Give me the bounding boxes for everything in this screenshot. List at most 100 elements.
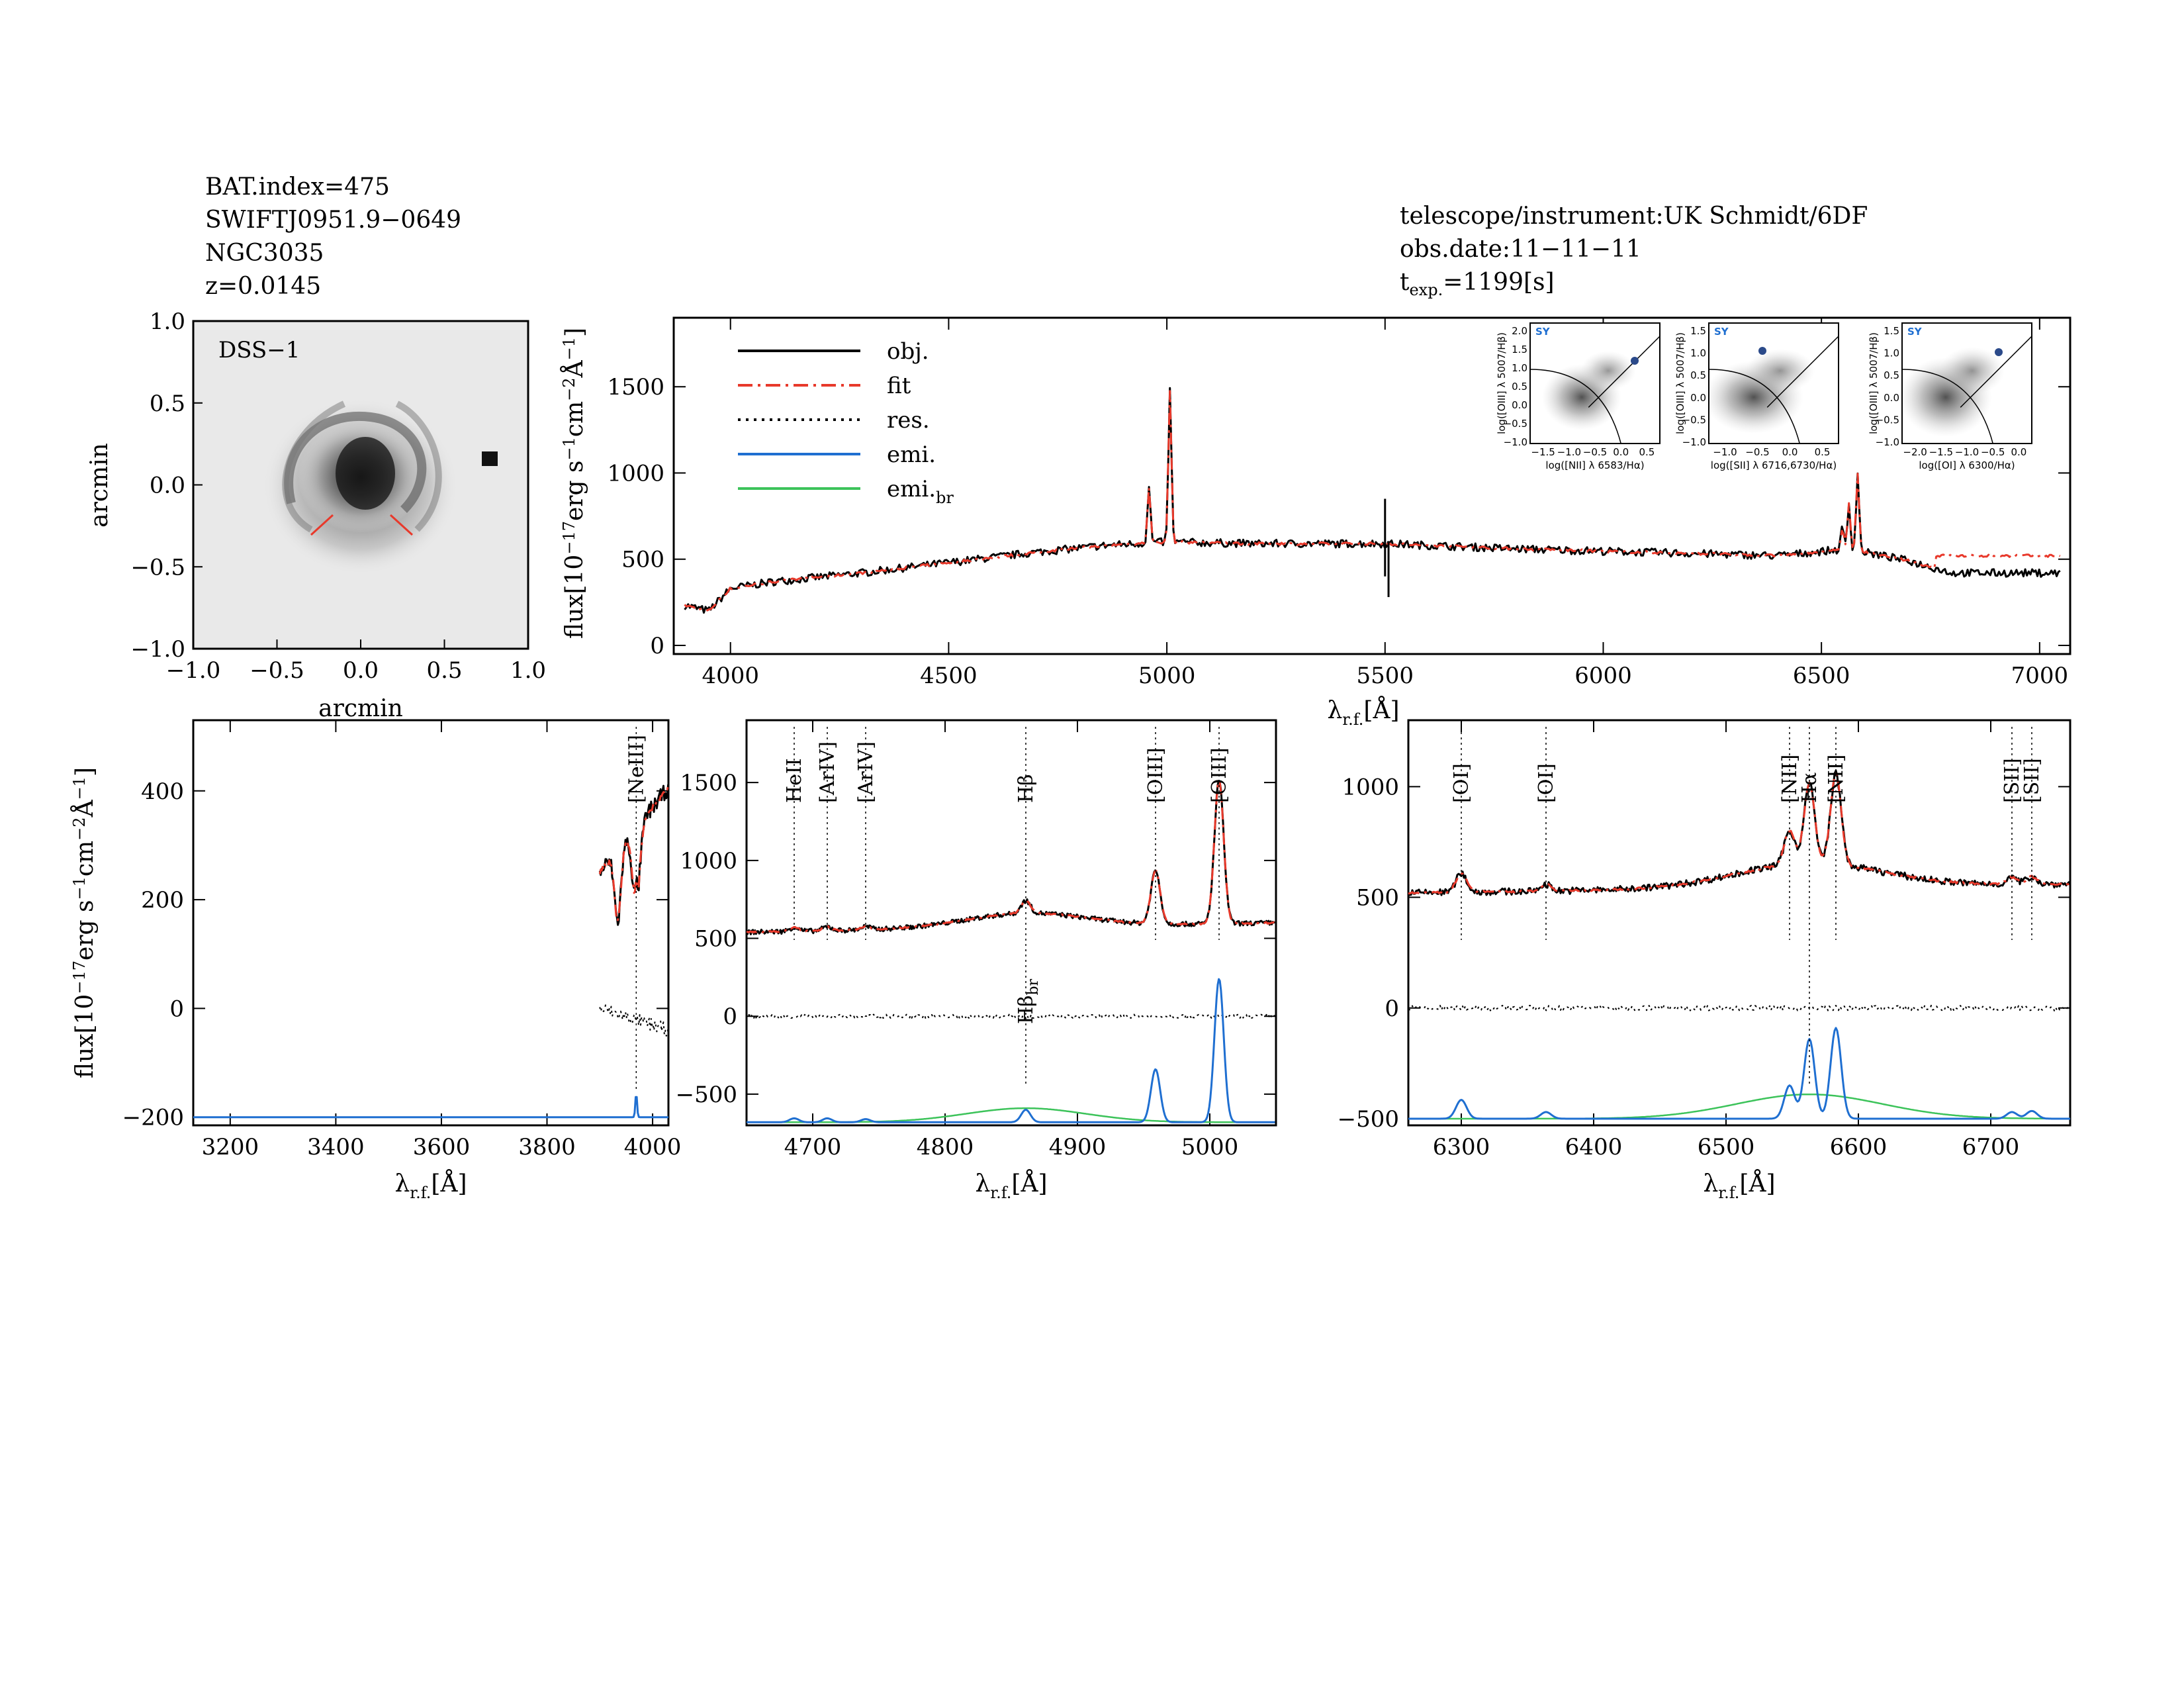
legend-label: fit <box>887 373 911 399</box>
y-tick-label: 500 <box>1356 885 1399 912</box>
slit-marker-left <box>310 514 334 536</box>
bpt-y-tick-label: 1.0 <box>1512 362 1527 374</box>
bpt-tag: SY <box>1714 326 1729 338</box>
plot-frame <box>672 316 2071 655</box>
bpt-x-tick-label: 0.0 <box>1613 446 1629 458</box>
bpt-y-tick-label: 0.5 <box>1512 381 1527 393</box>
bpt-y-tick-label: −0.5 <box>1504 418 1527 430</box>
bpt-tag: SY <box>1535 326 1551 338</box>
bpt-xlabel: log([SII] λ 6716,6730/Hα) <box>1711 459 1837 471</box>
redshift: z=0.0145 <box>205 273 322 300</box>
bpt-xlabel: log([OI] λ 6300/Hα) <box>1919 459 2015 471</box>
fit-spectrum <box>598 785 670 923</box>
object-info: BAT.index=475 SWIFTJ0951.9−0649 NGC3035 … <box>205 171 461 303</box>
bpt-y-tick-label: −1.0 <box>1876 436 1899 448</box>
y-axis-label: flux[10−17erg s−1cm−2Å−1] <box>70 767 99 1078</box>
bpt-y-tick-label: 1.5 <box>1512 344 1527 355</box>
residual-spectrum <box>746 1013 1275 1019</box>
fit-spectrum <box>1408 773 2071 895</box>
bpt-ylabel: log([OIII] λ 5007/Hβ) <box>1496 332 1508 434</box>
line-label: HeII <box>783 758 806 803</box>
bpt-y-tick-label: 1.0 <box>1690 348 1706 359</box>
bpt-x-tick-label: −0.5 <box>1583 446 1607 458</box>
bpt-diagrams: SY−1.5 −1.0 −0.5 0.0 0.52.01.51.00.50.0−0.5−… <box>1496 322 2032 471</box>
x-tick-label: −1.0 <box>166 657 221 684</box>
bpt-y-tick-label: 0.5 <box>1690 369 1706 381</box>
image-xlabel: arcmin <box>318 695 403 722</box>
bpt-demarcation <box>1901 369 1993 444</box>
bpt-x-tick-label: 0.5 <box>1639 446 1655 458</box>
bpt-x-tick-label: −1.5 <box>1929 446 1953 458</box>
bpt-x-tick-label: 0.5 <box>1815 446 1831 458</box>
x-tick-label: 4000 <box>624 1134 682 1160</box>
exposure-time: texp.=1199[s] <box>1400 269 1555 300</box>
line-label: [NeIII] <box>625 735 648 803</box>
x-tick-label: −0.5 <box>250 657 304 684</box>
observation-info: telescope/instrument:UK Schmidt/6DF obs.… <box>1400 200 1868 306</box>
y-tick-label: 1500 <box>680 770 737 796</box>
bpt-density <box>1745 349 1815 393</box>
x-tick-label: 6000 <box>1574 663 1632 689</box>
x-tick-label: 5500 <box>1357 663 1414 689</box>
y-axis-label: flux[10−17erg s−1cm−2Å−1] <box>560 328 588 639</box>
x-axis-label: λr.f.[Å] <box>975 1170 1047 1202</box>
y-tick-label: 0 <box>169 996 184 1022</box>
bpt-frame <box>1901 322 2032 444</box>
bpt-demarcation <box>1960 336 2032 408</box>
line-label: Hβ <box>1015 774 1038 803</box>
y-tick-label: −0.5 <box>130 554 185 581</box>
x-tick-label: 5000 <box>1138 663 1196 689</box>
bpt-point <box>1995 348 2003 356</box>
x-tick-label: 0.0 <box>343 657 379 684</box>
x-tick-label: 6400 <box>1565 1134 1623 1160</box>
bpt-y-tick-label: −0.5 <box>1876 414 1899 426</box>
bpt-demarcation <box>1588 336 1661 408</box>
bpt-ylabel: log([OIII] λ 5007/Hβ) <box>1868 332 1880 434</box>
bpt-y-tick-label: 1.5 <box>1690 325 1706 337</box>
x-tick-label: 6500 <box>1793 663 1850 689</box>
bpt-x-tick-label: −0.5 <box>1981 446 2005 458</box>
fit-spectrum <box>684 390 2061 612</box>
x-tick-label: 1.0 <box>510 657 546 684</box>
y-tick-label: 0.5 <box>150 391 185 417</box>
y-tick-label: −500 <box>1338 1106 1399 1133</box>
line-label: [ArIV] <box>816 741 839 803</box>
galaxy-name: NGC3035 <box>205 240 324 267</box>
bpt-ylabel: log([OIII] λ 5007/Hβ) <box>1674 332 1686 434</box>
x-tick-label: 3200 <box>202 1134 259 1160</box>
broad-emission <box>1408 1093 2070 1120</box>
x-axis-label: λr.f.[Å] <box>1327 696 1399 729</box>
bpt-xlabel: log([NII] λ 6583/Hα) <box>1545 459 1644 471</box>
residual-spectrum <box>599 1004 669 1037</box>
y-tick-label: 1000 <box>607 460 664 487</box>
line-label: [NII] <box>1825 755 1848 803</box>
bpt-x-tick-label: −2.0 <box>1903 446 1927 458</box>
x-tick-label: 3800 <box>518 1134 576 1160</box>
y-tick-label: 0 <box>723 1004 737 1030</box>
bpt-frame <box>1529 322 1661 444</box>
legend-label: emi. <box>887 442 936 468</box>
y-tick-label: 1.0 <box>150 308 185 335</box>
y-tick-label: 400 <box>141 778 184 805</box>
obj-spectrum <box>1408 769 2071 897</box>
narrow-emission <box>1408 1027 2070 1120</box>
y-tick-label: −1.0 <box>130 636 185 663</box>
bpt-y-tick-label: 0.0 <box>1512 399 1527 411</box>
bpt-density <box>1940 347 2005 395</box>
y-tick-label: 0 <box>650 633 664 659</box>
image-label: DSS−1 <box>218 337 300 363</box>
fit-spectrum <box>746 780 1276 934</box>
y-tick-label: 0 <box>1385 996 1399 1022</box>
narrow-emission <box>193 1096 668 1119</box>
y-tick-label: −200 <box>122 1105 184 1131</box>
residual-spectrum <box>1408 1004 2071 1011</box>
line-label: [OI] <box>1535 763 1558 803</box>
x-tick-label: 5000 <box>1181 1134 1239 1160</box>
obs-date: obs.date:11−11−11 <box>1400 236 1641 263</box>
image-panel: DSS−1 −1.0−1.0 −0.5 −0.5 0.0 0.0 0.5 0.5 1.0 1.0… <box>86 308 546 722</box>
bpt-x-tick-label: −1.0 <box>1557 446 1581 458</box>
bpt-y-tick-label: 1.0 <box>1884 348 1899 359</box>
y-tick-label: 500 <box>621 547 664 573</box>
x-tick-label: 4900 <box>1049 1134 1107 1160</box>
x-tick-label: 6300 <box>1433 1134 1490 1160</box>
